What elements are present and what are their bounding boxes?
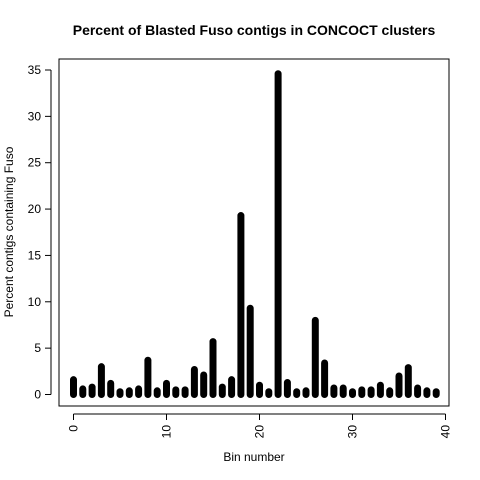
y-tick-label: 15 [28,248,42,262]
bars-group [70,70,440,398]
plot-frame [58,58,450,407]
y-tick-label: 25 [28,156,42,170]
y-tick-label: 0 [34,388,41,402]
y-tick-label: 20 [28,202,42,216]
chart-title: Percent of Blasted Fuso contigs in CONCO… [73,22,436,38]
x-axis: 0 10 20 30 40 [67,413,453,439]
y-axis: 0 5 10 15 20 25 30 35 [28,63,52,402]
x-axis-label: Bin number [223,450,284,464]
y-tick-label: 30 [28,109,42,123]
x-tick-label: 20 [253,425,267,439]
y-axis-label: Percent contigs containing Fuso [2,146,16,317]
x-tick-label: 0 [67,425,81,432]
y-tick-label: 10 [28,295,42,309]
y-tick-label: 35 [28,63,42,77]
x-tick-label: 40 [439,425,453,439]
x-tick-label: 10 [160,425,174,439]
y-tick-label: 5 [34,341,41,355]
x-tick-label: 30 [346,425,360,439]
